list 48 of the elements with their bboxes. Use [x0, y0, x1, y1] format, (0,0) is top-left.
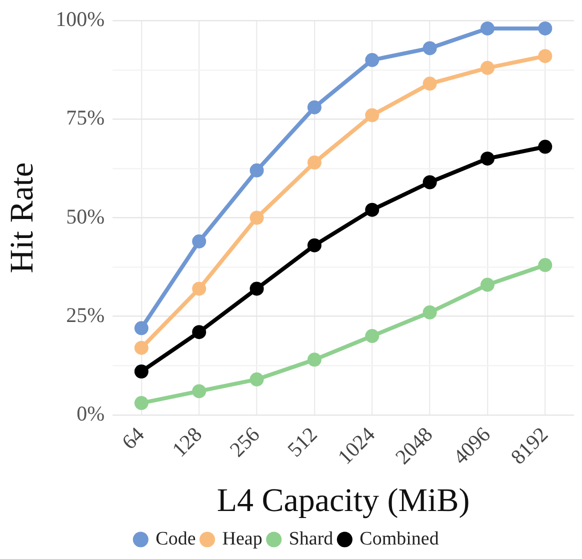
point [538, 140, 552, 154]
point [422, 76, 437, 91]
point [365, 108, 380, 122]
point [250, 163, 264, 178]
legend-label: Combined [360, 528, 440, 550]
x-tick-label: 64 [117, 422, 150, 454]
point [250, 210, 264, 225]
point [192, 325, 206, 340]
point [365, 53, 380, 68]
point [365, 329, 380, 344]
point [480, 152, 494, 166]
y-tick-label: 50% [66, 204, 105, 228]
point [134, 340, 148, 355]
point [538, 21, 552, 36]
point [192, 282, 206, 296]
x-tick-label: 128 [167, 422, 207, 462]
y-tick-label: 75% [66, 106, 105, 130]
point [250, 282, 264, 296]
point [307, 238, 322, 252]
point [422, 41, 437, 56]
point [192, 234, 206, 248]
point [307, 156, 322, 170]
legend-label: Code [156, 528, 196, 550]
point [480, 60, 494, 75]
point [422, 305, 437, 320]
point [480, 21, 494, 36]
y-tick-label: 25% [66, 302, 105, 327]
y-tick-label: 0% [76, 401, 105, 426]
point [538, 49, 552, 64]
legend-label: Shard [288, 528, 334, 550]
x-tick-label: 512 [282, 422, 322, 462]
point [365, 202, 380, 217]
x-tick-label: 8192 [506, 422, 553, 469]
point [192, 384, 206, 398]
point [134, 396, 148, 410]
point [250, 372, 264, 386]
y-tick-label: 100% [56, 7, 105, 32]
x-axis-title: L4 Capacity (MiB) [216, 482, 470, 519]
point [422, 175, 437, 190]
point [307, 100, 322, 114]
point [134, 321, 148, 336]
point [307, 352, 322, 367]
legend-label: Heap [222, 528, 262, 550]
x-tick-label: 256 [224, 422, 264, 462]
point [134, 364, 148, 379]
y-axis-title: Hit Rate [4, 162, 40, 274]
point [538, 258, 552, 272]
point [480, 278, 494, 292]
